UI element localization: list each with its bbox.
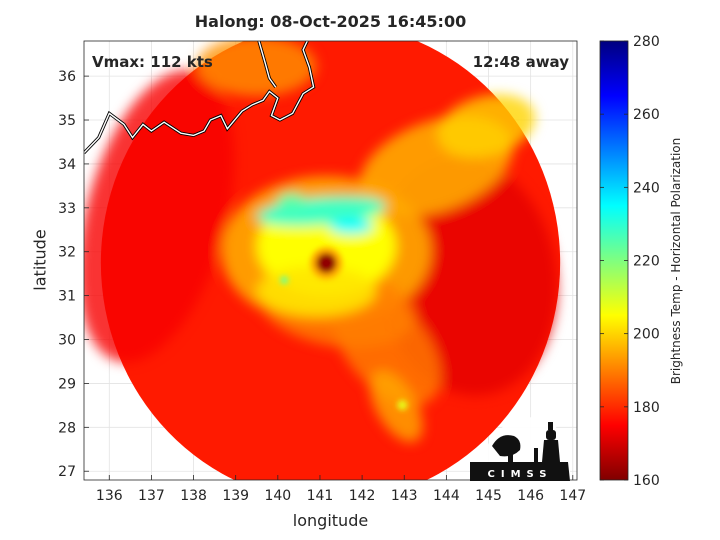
x-tick-label: 140 <box>264 488 291 504</box>
y-tick-label: 31 <box>58 289 76 305</box>
x-tick-label: 136 <box>96 488 123 504</box>
cimss-logo: CIMSS <box>470 417 570 481</box>
y-axis-label: latitude <box>30 229 50 291</box>
brightness-feature <box>329 218 374 235</box>
x-tick-label: 141 <box>307 488 334 504</box>
coastline <box>84 41 316 155</box>
y-tick-label: 30 <box>58 333 76 349</box>
colorbar-tick-label: 200 <box>633 327 660 343</box>
chart-title: Halong: 08-Oct-2025 16:45:00 <box>194 12 467 31</box>
colorbar-tick-label: 160 <box>633 473 660 489</box>
x-axis: 136 137 138 139 140 141 142 143 144 145 146 147 <box>96 475 586 504</box>
coastline-line <box>84 41 315 154</box>
colorbar-tick-label: 220 <box>633 254 660 270</box>
x-tick-label: 144 <box>433 488 460 504</box>
brightness-feature <box>196 41 317 97</box>
y-tick-label: 34 <box>58 157 76 173</box>
y-tick-label: 36 <box>58 69 76 85</box>
brightness-feature <box>437 94 536 158</box>
coastline-line <box>258 41 277 88</box>
x-tick-label: 147 <box>559 488 586 504</box>
colorbar-tick-label: 260 <box>633 107 660 123</box>
brightness-feature <box>84 70 235 363</box>
x-tick-label: 143 <box>391 488 418 504</box>
x-tick-label: 137 <box>138 488 165 504</box>
y-tick-label: 27 <box>58 464 76 480</box>
y-tick-label: 28 <box>58 420 76 436</box>
colorbar <box>599 40 629 481</box>
x-tick-label: 146 <box>517 488 544 504</box>
axes-frame <box>83 40 578 481</box>
x-tick-label: 142 <box>349 488 376 504</box>
y-tick-label: 33 <box>58 201 76 217</box>
colorbar-tick-label: 180 <box>633 400 660 416</box>
colorbar-label: Brightness Temp - Horizontal Polarizatio… <box>669 137 683 385</box>
x-axis-label: longitude <box>292 511 369 530</box>
y-tick-label: 29 <box>58 376 76 392</box>
x-tick-label: 145 <box>475 488 502 504</box>
y-tick-label: 35 <box>58 113 76 129</box>
x-tick-label: 138 <box>180 488 207 504</box>
brightness-feature <box>331 286 441 406</box>
y-axis: 27 28 29 30 31 32 33 34 35 36 <box>58 69 89 480</box>
brightness-feature <box>277 193 306 210</box>
colorbar-tick-label: 240 <box>633 180 660 196</box>
x-tick-label: 139 <box>222 488 249 504</box>
time-away-label: 12:48 away <box>472 53 569 71</box>
logo-text: CIMSS <box>488 469 553 480</box>
swath-field <box>84 41 561 480</box>
brightness-feature <box>369 370 423 443</box>
colorbar-ticks: 160 180 200 220 240 260 280 <box>600 34 660 489</box>
storm-eye <box>316 253 337 274</box>
colorbar-tick-label: 280 <box>633 34 660 50</box>
convective-cell <box>397 400 408 411</box>
y-tick-label: 32 <box>58 245 76 261</box>
vmax-label: Vmax: 112 kts <box>92 53 213 71</box>
convective-cell <box>280 276 289 285</box>
